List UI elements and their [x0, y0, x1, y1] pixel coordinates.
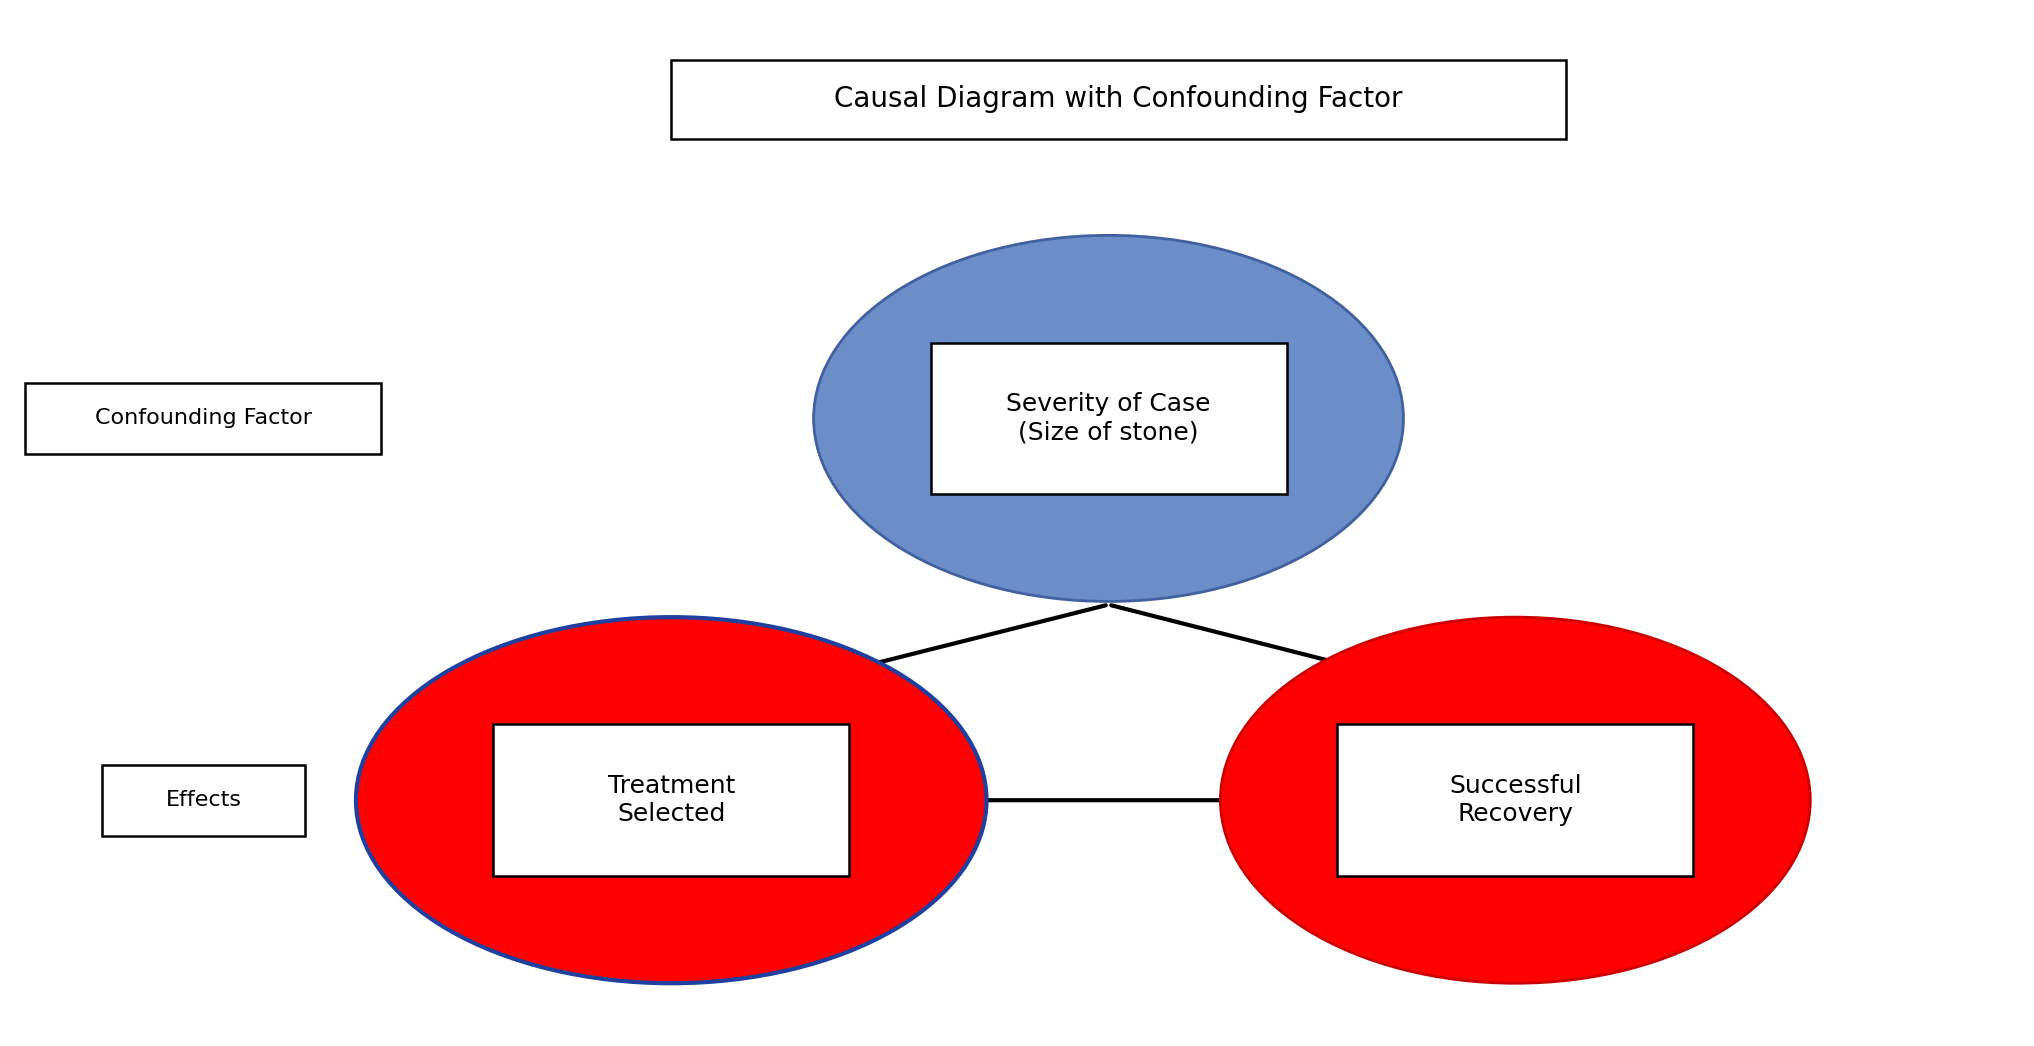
- Ellipse shape: [356, 617, 986, 983]
- FancyBboxPatch shape: [932, 343, 1288, 495]
- FancyBboxPatch shape: [102, 765, 305, 836]
- FancyBboxPatch shape: [671, 60, 1566, 138]
- Text: Severity of Case
(Size of stone): Severity of Case (Size of stone): [1007, 392, 1210, 445]
- Ellipse shape: [814, 235, 1403, 601]
- Text: Successful
Recovery: Successful Recovery: [1448, 774, 1582, 826]
- Text: Confounding Factor: Confounding Factor: [96, 408, 311, 429]
- Text: Causal Diagram with Confounding Factor: Causal Diagram with Confounding Factor: [834, 86, 1403, 113]
- Text: Effects: Effects: [165, 790, 242, 811]
- FancyBboxPatch shape: [26, 383, 382, 454]
- Ellipse shape: [1220, 617, 1810, 983]
- Text: Treatment
Selected: Treatment Selected: [608, 774, 734, 826]
- FancyBboxPatch shape: [1338, 724, 1694, 877]
- FancyBboxPatch shape: [494, 724, 850, 877]
